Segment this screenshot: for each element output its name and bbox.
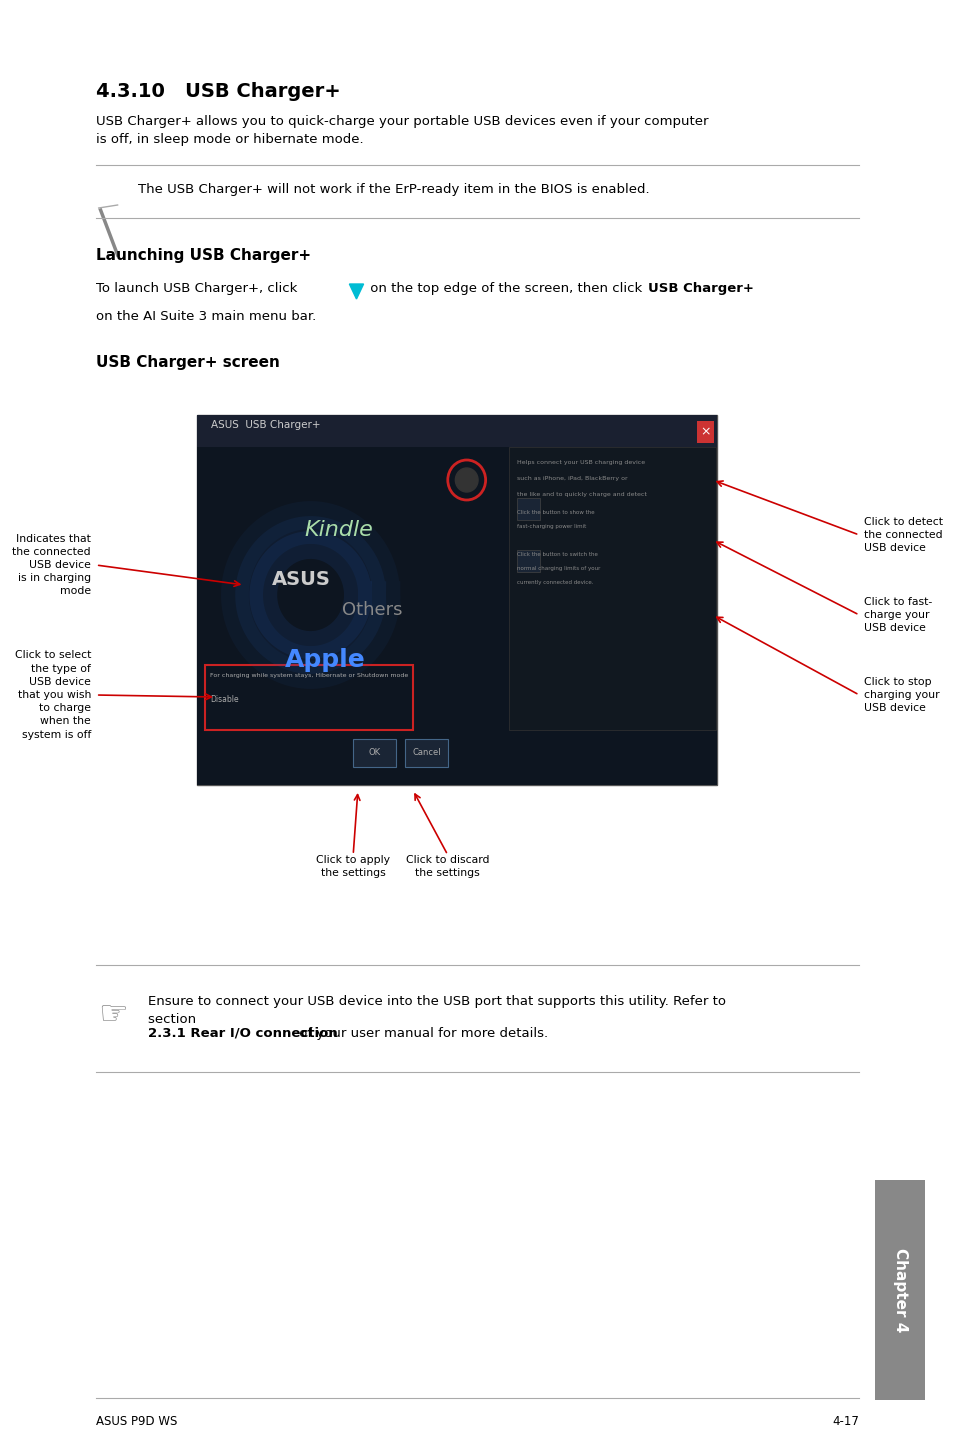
Text: Ensure to connect your USB device into the USB port that supports this utility. : Ensure to connect your USB device into t… — [148, 995, 725, 1025]
Text: Click the button to switch the: Click the button to switch the — [517, 552, 598, 557]
Text: ASUS P9D WS: ASUS P9D WS — [95, 1415, 177, 1428]
Text: Launching USB Charger+: Launching USB Charger+ — [95, 247, 311, 263]
Text: Click to discard
the settings: Click to discard the settings — [406, 856, 489, 879]
Bar — [353, 739, 395, 766]
Bar — [509, 447, 715, 731]
Circle shape — [455, 467, 477, 492]
Text: ASUS  USB Charger+: ASUS USB Charger+ — [211, 420, 320, 430]
Text: ASUS: ASUS — [272, 571, 331, 590]
Text: USB Charger+ allows you to quick-charge your portable USB devices even if your c: USB Charger+ allows you to quick-charge … — [95, 115, 707, 147]
Bar — [197, 416, 717, 447]
Text: Click to detect
the connected
USB device: Click to detect the connected USB device — [863, 516, 943, 554]
Text: on the top edge of the screen, then click: on the top edge of the screen, then clic… — [366, 282, 646, 295]
Text: on the AI Suite 3 main menu bar.: on the AI Suite 3 main menu bar. — [95, 311, 315, 324]
Text: 4.3.10   USB Charger+: 4.3.10 USB Charger+ — [95, 82, 340, 101]
Bar — [517, 498, 540, 521]
Text: Others: Others — [341, 601, 402, 618]
Text: of your user manual for more details.: of your user manual for more details. — [294, 1027, 547, 1040]
FancyBboxPatch shape — [197, 416, 717, 785]
Bar — [517, 549, 540, 572]
Bar — [696, 421, 713, 443]
Text: ☞: ☞ — [98, 998, 128, 1031]
Text: The USB Charger+ will not work if the ErP-ready item in the BIOS is enabled.: The USB Charger+ will not work if the Er… — [138, 183, 649, 196]
Text: Apple: Apple — [284, 649, 365, 672]
Text: Click to fast-
charge your
USB device: Click to fast- charge your USB device — [863, 597, 931, 633]
Text: USB Charger+: USB Charger+ — [648, 282, 754, 295]
Text: ×: × — [700, 426, 710, 439]
Bar — [205, 664, 413, 731]
Bar — [197, 447, 717, 785]
Bar — [875, 1181, 923, 1401]
Text: For charging while system stays, Hibernate or Shutdown mode: For charging while system stays, Hiberna… — [210, 673, 408, 677]
Text: Click to select
the type of
USB device
that you wish
to charge
when the
system i: Click to select the type of USB device t… — [14, 650, 91, 739]
Text: Indicates that
the connected
USB device
is in charging
mode: Indicates that the connected USB device … — [12, 533, 91, 597]
Text: Click the button to show the: Click the button to show the — [517, 510, 594, 515]
Text: currently connected device.: currently connected device. — [517, 580, 593, 585]
Text: Disable: Disable — [210, 695, 238, 705]
Text: Cancel: Cancel — [412, 749, 440, 758]
Text: USB Charger+ screen: USB Charger+ screen — [95, 355, 279, 370]
Text: normal charging limits of your: normal charging limits of your — [517, 567, 599, 571]
Text: Click to stop
charging your
USB device: Click to stop charging your USB device — [863, 677, 939, 713]
Text: the like and to quickly charge and detect: the like and to quickly charge and detec… — [517, 492, 646, 498]
Text: such as iPhone, iPad, BlackBerry or: such as iPhone, iPad, BlackBerry or — [517, 476, 627, 480]
Text: Kindle: Kindle — [304, 521, 373, 541]
Text: Helps connect your USB charging device: Helps connect your USB charging device — [517, 460, 644, 464]
Bar — [405, 739, 447, 766]
Text: fast-charging power limit: fast-charging power limit — [517, 523, 585, 529]
Text: 2.3.1 Rear I/O connection: 2.3.1 Rear I/O connection — [148, 1027, 337, 1040]
Text: Click to apply
the settings: Click to apply the settings — [315, 856, 390, 879]
Text: Chapter 4: Chapter 4 — [892, 1248, 906, 1332]
Polygon shape — [349, 283, 363, 299]
Text: 4-17: 4-17 — [832, 1415, 859, 1428]
Text: To launch USB Charger+, click: To launch USB Charger+, click — [95, 282, 301, 295]
Text: OK: OK — [368, 749, 380, 758]
